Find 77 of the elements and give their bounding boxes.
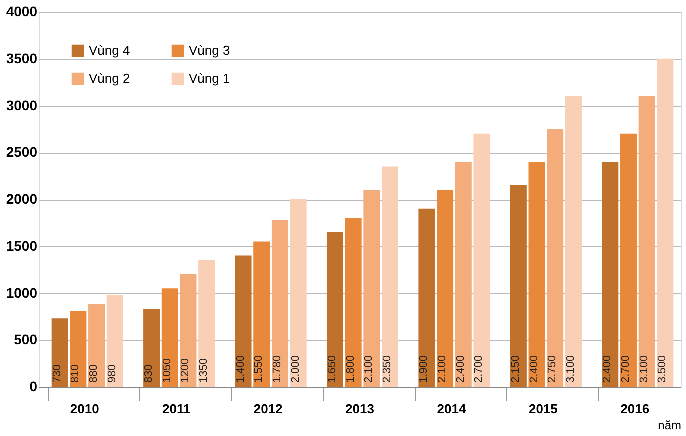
bar: [620, 134, 637, 387]
bar: [88, 304, 106, 387]
data-label: 980: [106, 364, 118, 383]
y-tick-label: 2000: [6, 191, 38, 207]
y-tick-label: 4000: [6, 4, 38, 20]
x-tick-label: 2015: [528, 402, 558, 416]
y-tick-label: 3500: [6, 50, 38, 66]
data-label: 1350: [198, 358, 210, 383]
data-label: 2.400: [454, 355, 467, 383]
legend-label: Vùng 2: [89, 71, 130, 86]
data-label: 730: [51, 364, 64, 383]
data-label: 830: [143, 364, 156, 383]
bar: [364, 190, 380, 387]
y-tick-label: 0: [30, 378, 38, 394]
bar: [345, 218, 362, 387]
data-label: 2.750: [546, 355, 559, 383]
bar: [638, 96, 656, 387]
data-label: 1200: [180, 358, 192, 383]
data-label: 2.350: [382, 355, 394, 383]
bar: [437, 190, 454, 387]
bar: [180, 274, 197, 387]
bar: [565, 96, 582, 387]
legend-label: Vùng 3: [189, 43, 230, 58]
bar: [418, 208, 436, 387]
data-label: 2.150: [510, 355, 522, 383]
bar: [144, 309, 160, 387]
bar: [162, 288, 178, 387]
bar: [254, 242, 270, 387]
data-label: 3.100: [638, 355, 650, 383]
data-label: 2.700: [473, 355, 486, 383]
bar: [602, 162, 619, 387]
data-label: 2.100: [436, 355, 449, 383]
bar: [326, 232, 344, 387]
bar: [198, 260, 216, 387]
data-label: 1.400: [234, 355, 247, 383]
data-label: 2.700: [620, 355, 632, 383]
bar: [235, 256, 252, 387]
bar: [455, 162, 472, 387]
data-label: 2.400: [602, 355, 614, 383]
y-tick-label: 3000: [6, 97, 38, 114]
data-label: 880: [88, 364, 100, 383]
x-axis-title: năm: [658, 418, 682, 432]
bar: [474, 134, 490, 387]
data-label: 1.650: [326, 355, 338, 383]
y-tick-label: 500: [14, 332, 38, 348]
data-label: 2.000: [290, 355, 302, 383]
data-label: 810: [70, 364, 82, 383]
bar: [70, 311, 87, 387]
x-tick-label: 2016: [620, 402, 650, 416]
data-label: 1.900: [418, 355, 430, 383]
data-label: 1.800: [344, 355, 357, 383]
data-label: 1050: [161, 358, 174, 383]
data-label: 3.500: [656, 355, 669, 383]
bar: [52, 318, 68, 387]
bar: [272, 220, 288, 387]
bar: [528, 162, 546, 387]
x-tick-label: 2010: [70, 402, 100, 416]
bar: [382, 166, 399, 387]
data-label: 2.100: [363, 355, 376, 383]
legend-label: Vùng 1: [189, 71, 230, 86]
x-tick-label: 2012: [254, 402, 283, 416]
bar: [106, 295, 124, 387]
x-tick-label: 2011: [162, 402, 191, 416]
legend-label: Vùng 4: [89, 43, 130, 58]
x-tick-label: 2013: [346, 402, 374, 416]
bar: [547, 129, 564, 387]
y-tick-label: 2500: [6, 144, 38, 160]
data-label: 2.400: [528, 355, 540, 383]
y-tick-label: 1000: [6, 284, 38, 301]
data-label: 1.550: [253, 355, 266, 383]
data-label: 1.780: [271, 355, 284, 383]
bar: [510, 185, 527, 387]
x-tick-label: 2014: [437, 402, 467, 416]
bar: [657, 58, 674, 387]
bar: [290, 200, 307, 387]
data-label: 3.100: [564, 355, 577, 383]
y-tick-label: 1500: [6, 238, 38, 254]
